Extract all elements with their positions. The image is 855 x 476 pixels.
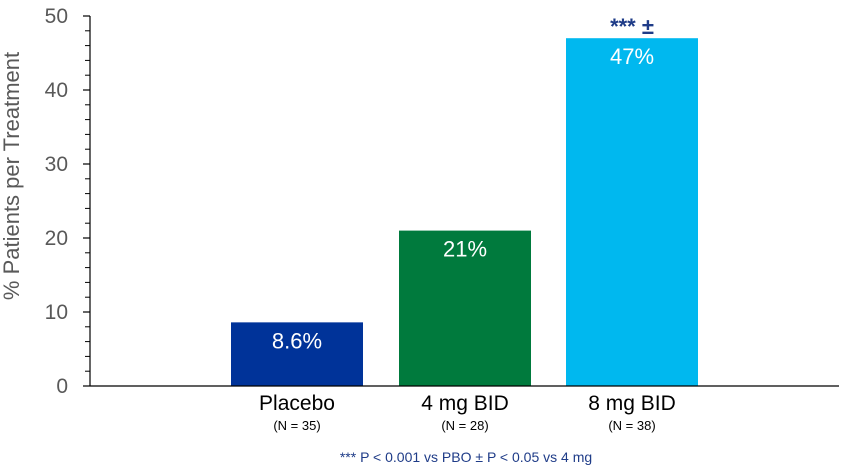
y-tick-label: 10 xyxy=(45,301,68,324)
sample-size-label: (N = 28) xyxy=(441,418,488,433)
data-label: 47% xyxy=(610,44,654,69)
significance-footnote: *** P < 0.001 vs PBO ± P < 0.05 vs 4 mg xyxy=(340,449,592,465)
sample-size-label: (N = 38) xyxy=(608,418,655,433)
category-label: Placebo xyxy=(259,392,335,415)
data-label: 8.6% xyxy=(272,328,322,353)
data-label: 21% xyxy=(443,237,487,262)
sample-size-label: (N = 35) xyxy=(273,418,320,433)
y-tick-label: 50 xyxy=(45,5,68,28)
y-tick-label: 20 xyxy=(45,227,68,250)
y-tick-label: 0 xyxy=(56,375,68,398)
y-tick-label: 30 xyxy=(45,153,68,176)
bar-placebo xyxy=(231,322,363,386)
significance-marker: *** ± xyxy=(610,14,654,39)
category-label: 4 mg BID xyxy=(421,392,509,415)
category-label: 8 mg BID xyxy=(588,392,676,415)
y-axis-label: % Patients per Treatment xyxy=(0,52,24,300)
bar-4-mg-bid xyxy=(399,230,531,386)
bar-8-mg-bid xyxy=(566,38,698,386)
y-tick-label: 40 xyxy=(45,79,68,102)
